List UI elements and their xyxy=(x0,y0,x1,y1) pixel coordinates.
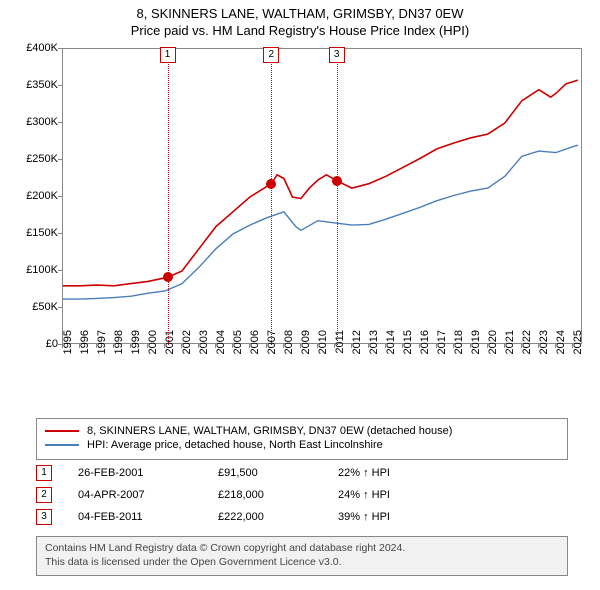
title-line-1: 8, SKINNERS LANE, WALTHAM, GRIMSBY, DN37… xyxy=(0,6,600,21)
chart-title-block: 8, SKINNERS LANE, WALTHAM, GRIMSBY, DN37… xyxy=(0,0,600,38)
y-axis-label: £100K xyxy=(8,264,58,276)
legend-row: HPI: Average price, detached house, Nort… xyxy=(45,439,559,451)
event-pct: 24% ↑ HPI xyxy=(338,489,458,501)
event-date: 04-FEB-2011 xyxy=(78,511,218,523)
legend-swatch xyxy=(45,444,79,446)
y-axis-label: £0 xyxy=(8,338,58,350)
y-axis-label: £350K xyxy=(8,79,58,91)
y-axis-label: £250K xyxy=(8,153,58,165)
legend-box: 8, SKINNERS LANE, WALTHAM, GRIMSBY, DN37… xyxy=(36,418,568,460)
series-property xyxy=(63,80,578,286)
y-axis-label: £50K xyxy=(8,301,58,313)
event-row: 1 26-FEB-2001£91,50022% ↑ HPI xyxy=(36,462,568,484)
chart-lines-svg xyxy=(63,49,583,345)
event-row: 2 04-APR-2007£218,00024% ↑ HPI xyxy=(36,484,568,506)
y-tick xyxy=(58,233,62,234)
y-tick xyxy=(58,122,62,123)
event-pct: 22% ↑ HPI xyxy=(338,467,458,479)
event-marker-line xyxy=(337,49,338,345)
footer-line-2: This data is licensed under the Open Gov… xyxy=(45,555,559,569)
plot-area: 1 2 3 xyxy=(62,48,582,344)
event-dot xyxy=(163,272,173,282)
event-dot xyxy=(332,176,342,186)
event-marker-line xyxy=(168,49,169,345)
event-price: £91,500 xyxy=(218,467,338,479)
event-price: £218,000 xyxy=(218,489,338,501)
y-axis-label: £150K xyxy=(8,227,58,239)
event-marker-box: 2 xyxy=(263,47,279,63)
legend-row: 8, SKINNERS LANE, WALTHAM, GRIMSBY, DN37… xyxy=(45,425,559,437)
event-number-box: 2 xyxy=(36,487,52,503)
events-table: 1 26-FEB-2001£91,50022% ↑ HPI 2 04-APR-2007… xyxy=(36,462,568,528)
title-line-2: Price paid vs. HM Land Registry's House … xyxy=(0,23,600,38)
y-axis-label: £300K xyxy=(8,116,58,128)
y-tick xyxy=(58,48,62,49)
y-axis-label: £400K xyxy=(8,42,58,54)
legend-label: 8, SKINNERS LANE, WALTHAM, GRIMSBY, DN37… xyxy=(87,425,452,437)
event-marker-line xyxy=(271,49,272,345)
event-marker-box: 1 xyxy=(160,47,176,63)
event-marker-box: 3 xyxy=(329,47,345,63)
event-dot xyxy=(266,179,276,189)
chart-area: 123 £0£50K£100K£150K£200K£250K£300K£350K… xyxy=(12,48,588,378)
event-date: 04-APR-2007 xyxy=(78,489,218,501)
y-tick xyxy=(58,159,62,160)
legend-swatch xyxy=(45,430,79,432)
series-hpi xyxy=(63,145,578,299)
event-number-box: 3 xyxy=(36,509,52,525)
y-tick xyxy=(58,307,62,308)
y-tick xyxy=(58,85,62,86)
event-number-box: 1 xyxy=(36,465,52,481)
y-tick xyxy=(58,196,62,197)
y-tick xyxy=(58,270,62,271)
footer-attribution: Contains HM Land Registry data © Crown c… xyxy=(36,536,568,576)
event-date: 26-FEB-2001 xyxy=(78,467,218,479)
event-row: 3 04-FEB-2011£222,00039% ↑ HPI xyxy=(36,506,568,528)
legend-label: HPI: Average price, detached house, Nort… xyxy=(87,439,383,451)
footer-line-1: Contains HM Land Registry data © Crown c… xyxy=(45,541,559,555)
event-price: £222,000 xyxy=(218,511,338,523)
y-axis-label: £200K xyxy=(8,190,58,202)
event-pct: 39% ↑ HPI xyxy=(338,511,458,523)
